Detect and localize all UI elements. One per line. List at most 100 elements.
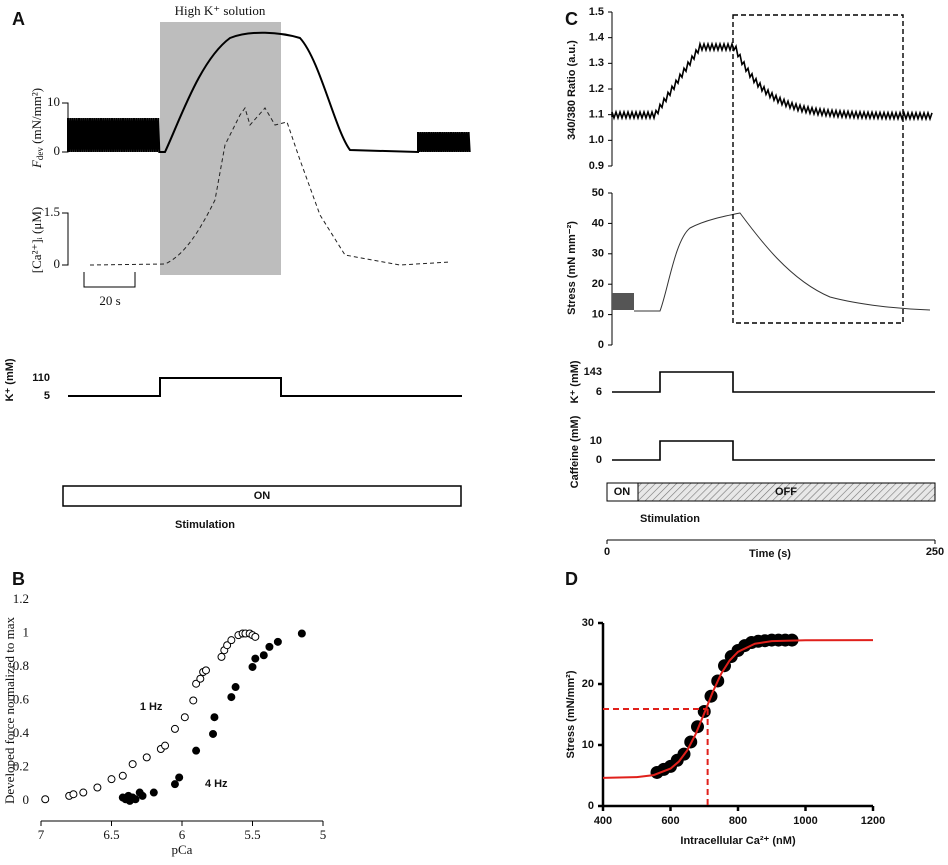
force-label-unit: (mN/mm²) (29, 88, 44, 147)
point (209, 729, 218, 738)
y-tick-label: 110 (32, 372, 50, 384)
point (131, 795, 140, 804)
y-tick-label: 6 (596, 386, 602, 398)
stim-on: ON (614, 486, 631, 498)
y-tick-label: 1.4 (589, 32, 605, 44)
x-tick-label: 0 (604, 546, 610, 558)
x-tick-label: 7 (38, 827, 45, 842)
stress-twitches (612, 293, 634, 310)
point (93, 783, 102, 792)
panel-label: A (12, 9, 25, 29)
k-step (68, 377, 462, 397)
x-axis-label: pCa (172, 842, 193, 857)
y-tick-label: 1.3 (589, 57, 604, 69)
stim-box (62, 485, 462, 507)
y-tick-label: 0.9 (589, 160, 604, 172)
y-tick-label: 10 (592, 309, 604, 321)
force-scale (62, 102, 69, 153)
point (201, 666, 210, 675)
caffeine-step (612, 440, 935, 461)
point (227, 636, 236, 645)
ratio-trace (611, 41, 933, 122)
y-tick-label: 30 (592, 248, 604, 260)
point (265, 642, 274, 651)
x-tick-label: 400 (594, 815, 612, 827)
point (210, 713, 219, 722)
y-tick-label: 0 (54, 256, 61, 271)
point (259, 651, 268, 660)
y-tick-label: 50 (592, 187, 604, 199)
point (170, 780, 179, 789)
caffeine-label: Caffeine (mM) (569, 415, 581, 488)
point (189, 696, 198, 705)
point (79, 788, 88, 797)
y-tick-label: 1.5 (44, 204, 60, 219)
point (231, 683, 240, 692)
point (128, 760, 137, 769)
scale-bar-label: 20 s (99, 293, 120, 308)
point (297, 629, 306, 638)
point (69, 790, 78, 799)
stim-off: OFF (775, 486, 797, 498)
x-tick-label: 1000 (793, 815, 817, 827)
y-tick-label: 0 (598, 339, 604, 351)
point (196, 674, 205, 683)
k-label: K⁺ (mM) (569, 360, 581, 403)
point (251, 632, 260, 641)
force-trace (67, 31, 471, 154)
ca-scale (62, 212, 69, 266)
y-tick-label: 1 (23, 624, 30, 639)
y-tick-label: 0 (23, 792, 30, 807)
force-label-f: F (29, 159, 44, 169)
point (175, 773, 184, 782)
x-tick-label: 6 (179, 827, 186, 842)
point (107, 775, 116, 784)
x-tick-label: 6.5 (103, 827, 119, 842)
high-k-window (160, 22, 281, 275)
y-tick-label: 10 (47, 94, 60, 109)
y-tick-label: 1.2 (13, 591, 29, 606)
panel-label: C (565, 9, 578, 29)
force-label-sub: dev (35, 147, 45, 160)
y-tick-label: 0.4 (13, 725, 30, 740)
y-tick-label: 10 (582, 739, 594, 751)
point (223, 641, 232, 650)
stim-label: Stimulation (175, 519, 235, 531)
y-tick-label: 0.6 (13, 691, 30, 706)
point (192, 679, 201, 688)
k-label: K⁺ (mM) (4, 358, 16, 401)
stim-label: Stimulation (640, 513, 700, 525)
x-tick-label: 5.5 (244, 827, 260, 842)
force-label: Fdev (mN/mm²) (29, 88, 45, 169)
ratio-label: 340/380 Ratio (a.u.) (566, 40, 578, 140)
point (149, 788, 158, 797)
stress-label: Stress (mN mm⁻²) (566, 221, 578, 315)
stress-trace (634, 212, 931, 312)
y-tick-label: 0 (596, 454, 602, 466)
time-label: Time (s) (749, 548, 791, 560)
y-tick-label: 143 (584, 366, 602, 378)
x-tick-label: 5 (320, 827, 327, 842)
point (251, 654, 260, 663)
point (142, 753, 151, 762)
point (180, 713, 189, 722)
y-tick-label: 1.5 (589, 6, 604, 18)
point (118, 771, 127, 780)
y-tick-label: 5 (44, 390, 50, 402)
series-label: 1 Hz (140, 701, 163, 713)
fit-line (602, 639, 874, 779)
y-tick-label: 0 (588, 800, 594, 812)
x-tick-label: 600 (661, 815, 679, 827)
ca-label: [Ca²⁺]ᵢ (μM) (29, 207, 44, 273)
solution-label: High K⁺ solution (175, 3, 266, 18)
point (161, 741, 170, 750)
y-axis-label: Developed force normalized to max (2, 617, 17, 804)
y-tick-label: 1.1 (589, 109, 604, 121)
stim-state: ON (254, 490, 271, 502)
point (248, 662, 257, 671)
y-axis-label: Stress (mN/mm²) (565, 670, 577, 758)
ca-trace (89, 106, 451, 266)
y-tick-label: 1.0 (589, 134, 604, 146)
y-tick-label: 1.2 (589, 83, 604, 95)
